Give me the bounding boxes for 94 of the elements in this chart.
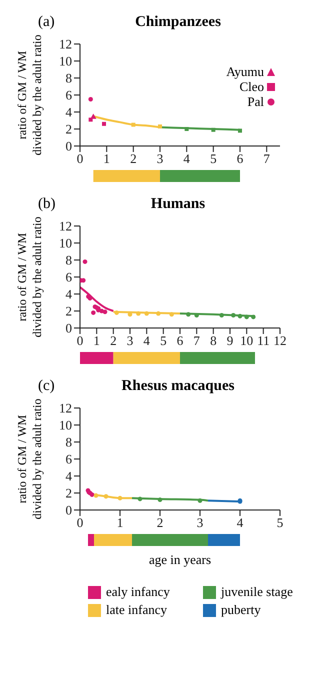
text: (c) (38, 378, 55, 395)
y-tick-label: 10 (59, 236, 72, 251)
x-tick-label: 4 (183, 151, 190, 166)
point (88, 96, 93, 102)
y-tick-label: 10 (59, 418, 72, 433)
point (238, 128, 242, 133)
x-tick-label: 8 (210, 333, 217, 348)
point (169, 312, 174, 317)
point (136, 311, 141, 316)
point (219, 312, 224, 318)
x-tick-label: 2 (130, 151, 137, 166)
x-tick-label: 4 (236, 515, 244, 530)
point (91, 310, 96, 315)
y-tick-label: 12 (59, 218, 72, 234)
x-tick-label: 0 (76, 515, 84, 530)
legend-label: Cleo (239, 79, 264, 94)
legend-label: juvenile stage (221, 584, 293, 600)
chart-title: Humans (150, 196, 206, 213)
point (138, 496, 142, 502)
chart-title: Rhesus macaques (120, 378, 236, 395)
point (144, 311, 149, 316)
x-tick-label: 2 (110, 333, 117, 348)
x-tick-label: 2 (156, 515, 164, 530)
point (131, 122, 136, 127)
text: (a) (38, 14, 55, 31)
x-axis-title: age in years (148, 552, 212, 568)
point (114, 310, 119, 315)
point (102, 122, 106, 126)
point (158, 124, 162, 128)
y-axis-title: ratio of GM / WM divided by the adult ratio (15, 398, 44, 520)
legend-label: late infancy (106, 602, 167, 618)
x-tick-label: 1 (103, 151, 110, 166)
y-tick-label: 12 (59, 400, 72, 416)
point (104, 494, 108, 499)
x-tick-label: 1 (93, 333, 100, 348)
legend-label: Ayumu (226, 64, 264, 79)
y-axis-title: ratio of GM / WM divided by the adult ratio (15, 34, 44, 156)
x-tick-label: 3 (156, 151, 164, 166)
x-tick-label: 5 (160, 333, 167, 348)
point (211, 128, 216, 132)
x-tick-label: 10 (240, 333, 254, 348)
point (102, 310, 108, 314)
point (82, 259, 88, 264)
y-tick-label: 8 (66, 252, 72, 268)
y-axis-title: ratio of GM / WM divided by the adult ratio (15, 216, 44, 338)
point (158, 498, 162, 502)
point (244, 314, 249, 320)
y-tick-label: 4 (66, 104, 72, 120)
x-tick-label: 7 (193, 333, 200, 348)
x-tick-label: 12 (274, 333, 286, 348)
text: (b) (38, 196, 56, 213)
x-tick-label: 5 (276, 515, 284, 530)
point (88, 118, 93, 122)
x-tick-label: 4 (143, 333, 150, 348)
point (94, 493, 98, 498)
x-tick-label: 6 (176, 333, 184, 348)
x-tick-label: 0 (76, 151, 84, 166)
point (231, 312, 236, 318)
point (156, 311, 161, 316)
y-tick-label: 10 (59, 54, 72, 69)
y-tick-label: 2 (66, 304, 72, 319)
x-tick-label: 6 (236, 151, 244, 166)
legend-label: puberty (221, 602, 261, 618)
y-tick-label: 0 (66, 502, 72, 518)
legend-label: Pal (247, 94, 264, 109)
x-tick-label: 0 (76, 333, 84, 348)
x-tick-label: 3 (196, 515, 204, 530)
y-tick-label: 2 (66, 486, 72, 501)
y-tick-label: 12 (59, 36, 72, 52)
y-tick-label: 0 (66, 320, 72, 336)
x-tick-label: 1 (116, 515, 124, 530)
x-tick-label: 5 (210, 151, 217, 166)
line-series (92, 115, 161, 128)
legend-label: ealy infancy (106, 584, 170, 600)
point (198, 498, 202, 503)
point (118, 496, 122, 500)
y-tick-label: 4 (66, 286, 72, 302)
point (251, 314, 256, 320)
x-tick-label: 7 (263, 151, 270, 166)
x-tick-label: 3 (126, 333, 134, 348)
y-tick-label: 0 (66, 138, 72, 154)
y-tick-label: 6 (66, 270, 72, 285)
y-tick-label: 8 (66, 434, 72, 450)
point (238, 314, 242, 318)
x-tick-label: 11 (257, 333, 270, 348)
y-tick-label: 8 (66, 70, 72, 86)
y-tick-label: 4 (66, 468, 72, 484)
point (186, 312, 191, 317)
x-tick-label: 9 (226, 333, 234, 348)
y-tick-label: 2 (66, 122, 72, 137)
y-tick-label: 6 (66, 88, 72, 103)
chart-title: Chimpanzees (134, 14, 222, 31)
point (184, 127, 189, 131)
y-tick-label: 6 (66, 452, 72, 467)
